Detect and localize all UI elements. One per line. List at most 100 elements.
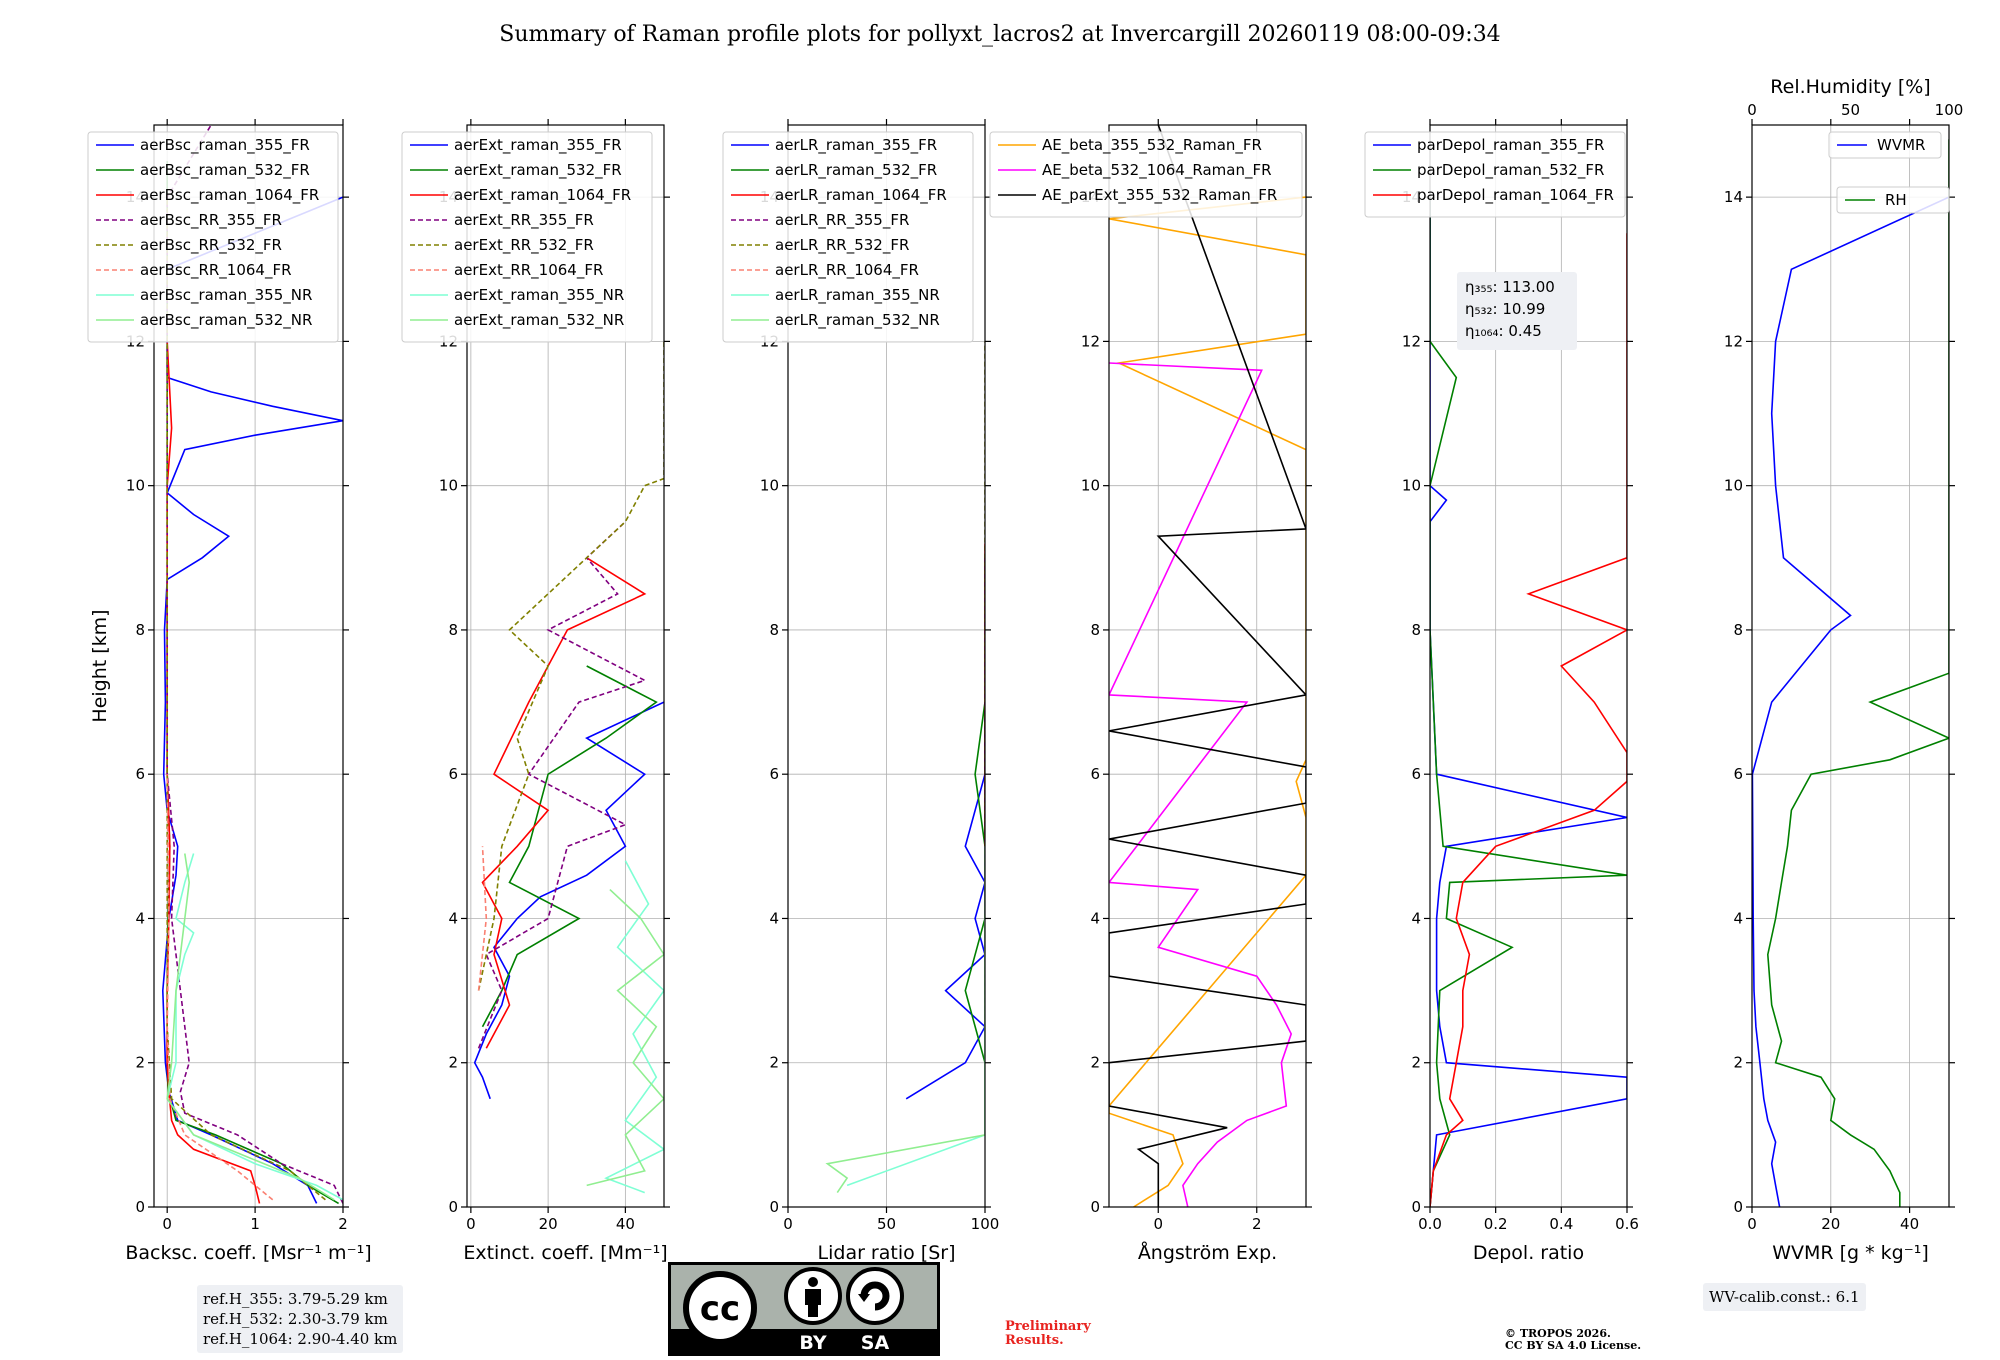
series-line-aerLR_raman_532_FR (964, 701, 985, 1063)
panel-depol: 0.00.20.40.602468101214Depol. ratioparDe… (1364, 119, 1639, 1264)
panel-extinction: 0204002468101214Extinct. coeff. [Mm⁻¹]ae… (401, 119, 670, 1264)
annotation-line: η₁₀₆₄: 0.45 (1465, 322, 1542, 340)
legend-entry-aerExt_RR_532_FR: aerExt_RR_532_FR (454, 236, 594, 255)
y-tick-label: 6 (135, 765, 145, 783)
x-axis-label: Backsc. coeff. [Msr⁻¹ m⁻¹] (125, 1242, 371, 1264)
cc-logo-icon (683, 1271, 757, 1345)
y-tick-label: 12 (1081, 332, 1100, 350)
cc-license-badge: cc BY SA (668, 1262, 940, 1356)
y-tick-label: 0 (135, 1198, 145, 1216)
ref-heights-box: ref.H_355: 3.79-5.29 km ref.H_532: 2.30-… (197, 1285, 404, 1353)
y-tick-label: 2 (1090, 1054, 1100, 1072)
legend-entry-aerExt_raman_355_FR: aerExt_raman_355_FR (454, 136, 622, 155)
x-tick-label: 0.0 (1418, 1215, 1442, 1233)
x-tick-label: 0.4 (1549, 1215, 1573, 1233)
series-line-parDepol_raman_1064_FR (1430, 233, 1627, 1207)
wv-calib-box: WV-calib.const.: 6.1 (1703, 1283, 1866, 1311)
series-line-aerExt_raman_355_FR (473, 701, 664, 1100)
preliminary-line-2: Results. (1005, 1333, 1064, 1348)
series-line-aerExt_raman_1064_FR (481, 557, 647, 1049)
legend-entry-aerLR_RR_355_FR: aerLR_RR_355_FR (775, 211, 909, 230)
x-tick-label: 0 (1153, 1215, 1163, 1233)
legend-entry-aerExt_RR_355_FR: aerExt_RR_355_FR (454, 211, 594, 230)
copyright-line-1: © TROPOS 2026. (1505, 1327, 1611, 1340)
y-tick-label: 2 (769, 1054, 779, 1072)
legend-entry-aerExt_raman_532_NR: aerExt_raman_532_NR (454, 311, 624, 330)
series-line-aerLR_raman_355_NR (846, 846, 985, 1187)
annotation-line: η₅₃₂: 10.99 (1465, 300, 1545, 318)
y-tick-label: 4 (1090, 909, 1100, 927)
y-tick-label: 10 (126, 477, 145, 495)
axes-frame (466, 124, 665, 1208)
series-line-aerBsc_RR_355_FR (166, 125, 343, 1204)
y-tick-label: 2 (448, 1054, 458, 1072)
legend-entry-AE_parExt_355_532_Raman_FR: AE_parExt_355_532_Raman_FR (1042, 186, 1277, 205)
y-tick-label: 8 (135, 621, 145, 639)
series-line-aerExt_raman_355_NR (604, 860, 664, 1194)
series-line-aerBsc_raman_532_NR (166, 853, 335, 1201)
legend-entry-aerBsc_RR_532_FR: aerBsc_RR_532_FR (140, 236, 282, 255)
series-line-aerLR_raman_532_NR (825, 918, 985, 1194)
series-line-aerExt_RR_355_FR (477, 521, 647, 1049)
y-tick-label: 0 (448, 1198, 458, 1216)
preliminary-note: Preliminary Results. (1005, 1320, 1091, 1348)
top-x-axis-label: Rel.Humidity [%] (1770, 76, 1930, 98)
y-axis-label: Height [km] (89, 609, 111, 722)
series-line-aerExt_RR_532_FR (477, 341, 664, 991)
series-line-AE_beta_355_532_Raman_FR (1109, 196, 1306, 1207)
copyright-note: © TROPOS 2026. CC BY SA 4.0 License. (1505, 1328, 1641, 1352)
legend-entry-RH: RH (1885, 191, 1907, 209)
y-tick-label: 0 (769, 1198, 779, 1216)
y-tick-label: 2 (135, 1054, 145, 1072)
y-tick-label: 6 (1411, 765, 1421, 783)
series-line-aerExt_raman_532_NR (586, 889, 664, 1187)
legend-entry-AE_beta_532_1064_Raman_FR: AE_beta_532_1064_Raman_FR (1042, 161, 1272, 180)
legend-entry-aerLR_raman_532_FR: aerLR_raman_532_FR (775, 161, 937, 180)
legend-entry-parDepol_raman_532_FR: parDepol_raman_532_FR (1417, 161, 1604, 180)
y-tick-label: 4 (135, 909, 145, 927)
top-x-tick-label: 50 (1841, 101, 1860, 119)
legend-entry-aerLR_raman_1064_FR: aerLR_raman_1064_FR (775, 186, 947, 205)
x-tick-label: 20 (539, 1215, 558, 1233)
y-tick-label: 4 (1733, 909, 1743, 927)
x-tick-label: 40 (616, 1215, 635, 1233)
y-tick-label: 10 (1402, 477, 1421, 495)
legend-entry-aerLR_RR_532_FR: aerLR_RR_532_FR (775, 236, 909, 255)
sa-arrow-icon (860, 1281, 890, 1311)
cc-letters: cc (700, 1289, 740, 1329)
preliminary-line-1: Preliminary (1005, 1319, 1091, 1334)
y-tick-label: 2 (1411, 1054, 1421, 1072)
x-tick-label: 0.6 (1615, 1215, 1639, 1233)
series-line-AE_beta_532_1064_Raman_FR (1109, 362, 1293, 1207)
series-line-AE_parExt_355_532_Raman_FR (1109, 125, 1306, 1207)
legend-box (87, 131, 339, 343)
legend-entry-aerLR_RR_1064_FR: aerLR_RR_1064_FR (775, 261, 919, 280)
y-tick-label: 6 (1733, 765, 1743, 783)
axes-frame (1751, 124, 1950, 1208)
legend-box (1836, 186, 1950, 214)
y-tick-label: 0 (1411, 1198, 1421, 1216)
by-person-head (808, 1277, 818, 1287)
legend-entry-aerBsc_raman_355_NR: aerBsc_raman_355_NR (140, 286, 312, 305)
by-person-legs (808, 1305, 818, 1317)
y-tick-label: 12 (1724, 332, 1743, 350)
annotation-box (1457, 272, 1577, 350)
x-tick-label: 100 (971, 1215, 1000, 1233)
ref-height-532: ref.H_532: 2.30-3.79 km (203, 1310, 388, 1328)
legend-entry-aerBsc_raman_1064_FR: aerBsc_raman_1064_FR (140, 186, 319, 205)
panel-wvmr: 0 20 40 0 2 4 6 8 10 12 14 0 50 100 Rel.Humidity [%] WV… (1724, 76, 1963, 1264)
y-tick-label: 6 (448, 765, 458, 783)
x-tick-label: 2 (1252, 1215, 1262, 1233)
series-line-aerBsc_raman_355_NR (166, 853, 343, 1201)
x-tick-label: 1 (250, 1215, 260, 1233)
x-tick-label: 0 (466, 1215, 476, 1233)
series-line-aerExt_RR_1064_FR (477, 846, 488, 991)
x-tick-label: 2 (338, 1215, 348, 1233)
panel-angstrom: 0202468101214Ångström Exp.AE_beta_355_53… (989, 119, 1312, 1264)
y-tick-label: 8 (1090, 621, 1100, 639)
y-tick-label: 10 (439, 477, 458, 495)
legend-entry-AE_beta_355_532_Raman_FR: AE_beta_355_532_Raman_FR (1042, 136, 1262, 155)
series-line-aerBsc_RR_532_FR (166, 197, 326, 1201)
y-tick-label: 4 (1411, 909, 1421, 927)
legend-entry-aerLR_raman_532_NR: aerLR_raman_532_NR (775, 311, 940, 330)
